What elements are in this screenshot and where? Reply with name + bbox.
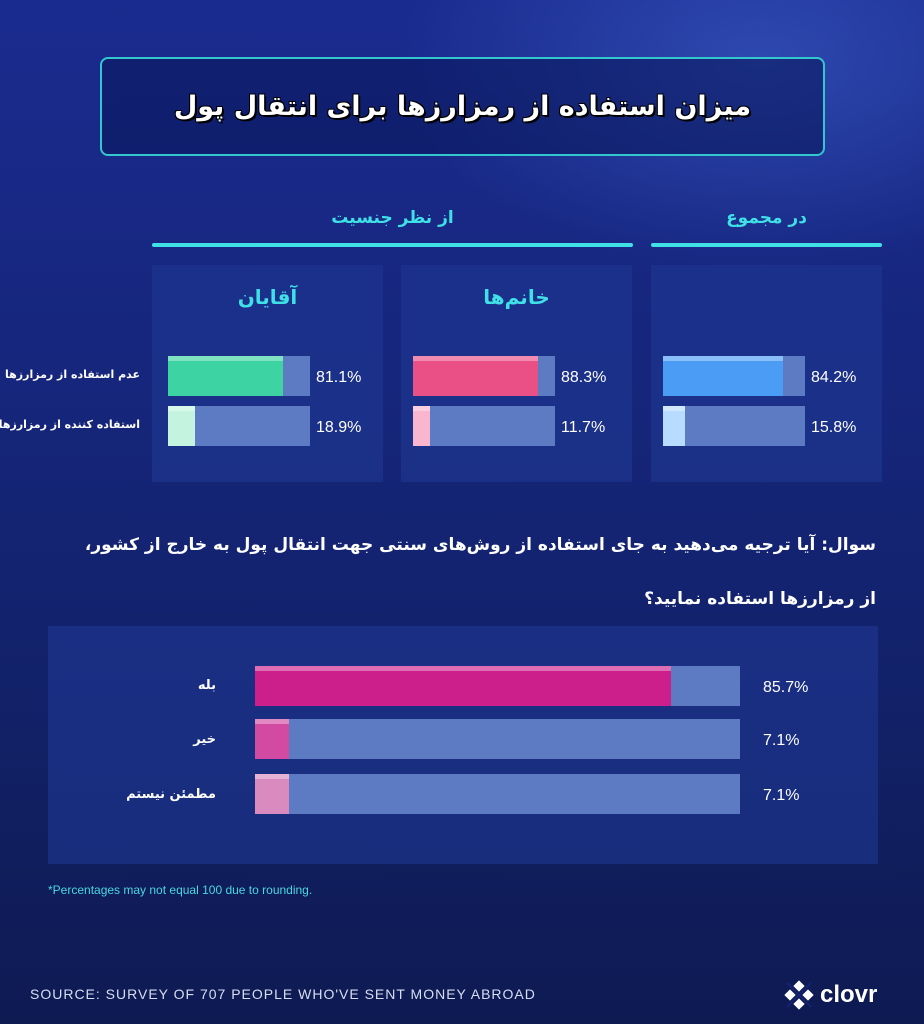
bar-track — [413, 356, 555, 396]
row-label-non-user: عدم استفاده از رمزارزها — [5, 368, 140, 381]
data-label: 88.3% — [561, 369, 607, 386]
section-overall-heading: در مجموع — [726, 208, 807, 228]
data-label: 7.1% — [763, 787, 800, 804]
data-label: 15.8% — [811, 419, 857, 436]
question-line-2: از رمزارزها استفاده نمایید؟ — [644, 589, 876, 609]
data-label: 18.9% — [316, 419, 362, 436]
bar-men-user — [168, 406, 195, 446]
page-title: میزان استفاده از رمزارزها برای انتقال پو… — [173, 91, 752, 122]
section-gender-underline — [152, 243, 633, 247]
bar-women-non-user — [413, 356, 539, 396]
bar-track — [255, 774, 740, 814]
bar-answer-unsure — [255, 774, 290, 814]
answer-label-unsure: مطمئن نیستم — [126, 787, 216, 802]
source-text: SOURCE: SURVEY OF 707 PEOPLE WHO'VE SENT… — [30, 986, 536, 1002]
panel-women-title: خانم‌ها — [483, 285, 550, 309]
bar-track — [168, 356, 310, 396]
answer-label-yes: بله — [197, 678, 216, 693]
bar-men-non-user — [168, 356, 284, 396]
data-label: 11.7% — [561, 419, 606, 436]
bar-track — [168, 406, 310, 446]
panel-men-title: آقایان — [237, 285, 298, 309]
title-box: میزان استفاده از رمزارزها برای انتقال پو… — [100, 57, 825, 156]
bar-track — [255, 719, 740, 759]
bar-women-user — [413, 406, 430, 446]
data-label: 81.1% — [316, 369, 362, 386]
bar-overall-non-user — [663, 356, 783, 396]
logo-text: clovr — [820, 981, 878, 1008]
data-label: 84.2% — [811, 369, 857, 386]
data-label: 85.7% — [763, 679, 809, 696]
bar-answer-yes — [255, 666, 671, 706]
answer-label-no: خیر — [193, 732, 216, 747]
clovr-logo: clovr — [784, 978, 894, 1012]
question-line-1: سوال: آیا ترجیه می‌دهید به جای استفاده ا… — [84, 535, 876, 555]
row-label-user: استفاده کننده از رمزارزها — [0, 418, 140, 431]
bar-track — [663, 406, 805, 446]
clover-icon — [784, 980, 814, 1010]
bar-track — [663, 356, 805, 396]
footnote: *Percentages may not equal 100 due to ro… — [48, 883, 313, 897]
bar-track — [255, 666, 740, 706]
section-gender-heading: از نظر جنسیت — [331, 208, 454, 228]
section-overall-underline — [651, 243, 882, 247]
bar-overall-user — [663, 406, 686, 446]
data-label: 7.1% — [763, 732, 800, 749]
bar-answer-no — [255, 719, 290, 759]
bar-track — [413, 406, 555, 446]
